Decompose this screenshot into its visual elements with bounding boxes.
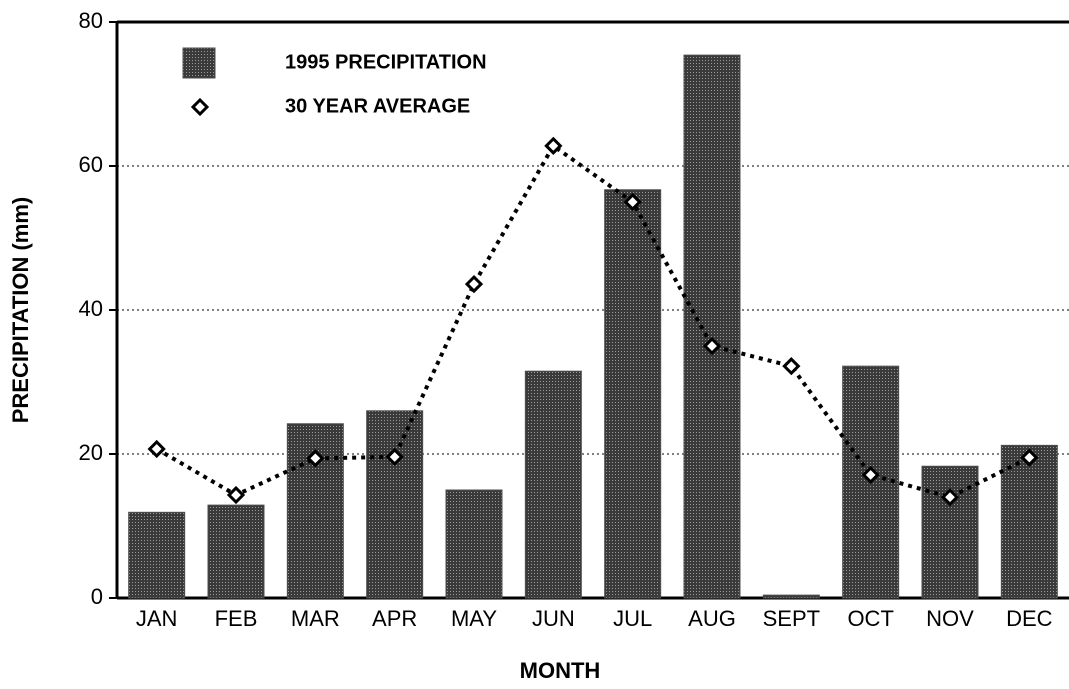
average-marker xyxy=(544,136,563,155)
y-tick-label: 40 xyxy=(79,296,103,321)
bar xyxy=(286,423,344,599)
x-tick-label: OCT xyxy=(847,606,893,631)
x-tick-label: JAN xyxy=(136,606,178,631)
x-tick-label: DEC xyxy=(1006,606,1053,631)
y-tick-label: 0 xyxy=(91,584,103,609)
bar xyxy=(524,370,582,599)
x-axis-label: MONTH xyxy=(520,658,601,683)
average-marker xyxy=(385,447,404,467)
legend-label: 30 YEAR AVERAGE xyxy=(285,95,470,117)
bar xyxy=(445,489,503,599)
average-marker xyxy=(702,336,722,356)
x-tick-label: MAY xyxy=(451,606,497,631)
bar xyxy=(762,594,820,599)
average-marker xyxy=(782,357,801,376)
average-marker xyxy=(464,274,484,294)
x-tick-label: JUN xyxy=(532,606,575,631)
legend-label: 1995 PRECIPITATION xyxy=(285,51,487,73)
x-tick-label: JUL xyxy=(613,606,652,631)
average-marker xyxy=(147,439,166,459)
x-tick-label: AUG xyxy=(688,606,736,631)
average-line xyxy=(155,142,1031,500)
bar xyxy=(207,504,265,599)
average-marker xyxy=(226,485,246,505)
average-marker xyxy=(306,449,325,468)
average-marker xyxy=(940,488,960,507)
bar xyxy=(128,511,186,599)
x-tick-label: SEPT xyxy=(763,606,820,631)
y-tick-label: 20 xyxy=(79,440,103,465)
x-tick-label: NOV xyxy=(926,606,974,631)
bar xyxy=(366,410,424,599)
legend-marker xyxy=(190,97,210,117)
legend-swatch xyxy=(182,47,216,79)
y-axis-label: PRECIPITATION (mm) xyxy=(8,197,33,424)
y-tick-label: 80 xyxy=(79,8,103,33)
x-tick-label: APR xyxy=(372,606,417,631)
bar xyxy=(1000,444,1058,599)
average-marker xyxy=(623,192,642,212)
bar xyxy=(604,189,662,599)
x-tick-label: MAR xyxy=(291,606,340,631)
average-marker xyxy=(861,465,880,485)
x-tick-label: FEB xyxy=(215,606,258,631)
bar xyxy=(683,54,741,599)
y-tick-label: 60 xyxy=(79,152,103,177)
average-marker xyxy=(1020,448,1039,467)
